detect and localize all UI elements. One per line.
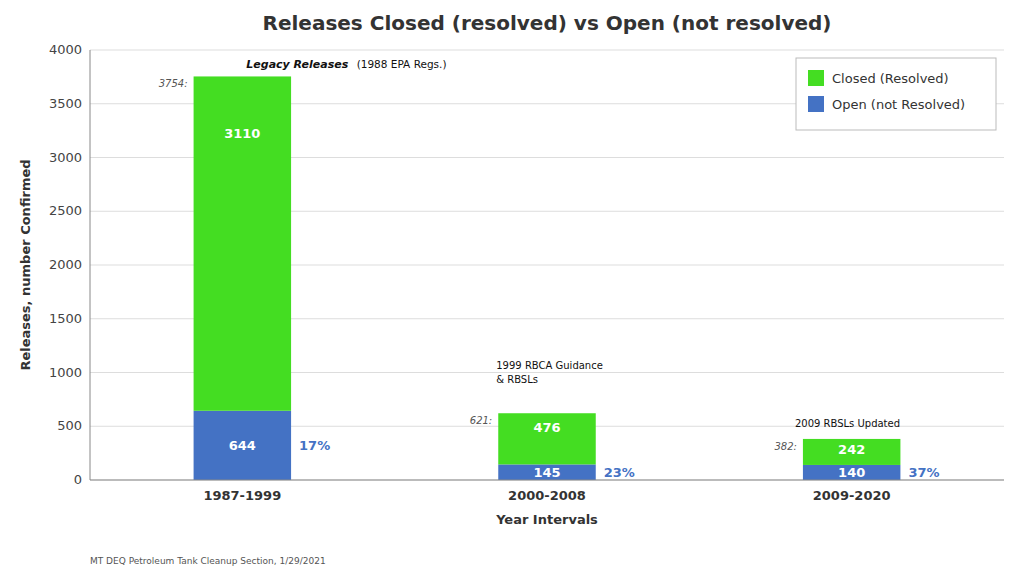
y-tick-label: 1000 [49, 365, 82, 380]
data-label: 145 [533, 465, 560, 480]
y-tick-label: 0 [74, 472, 82, 487]
background [0, 0, 1024, 576]
legend-entry: Closed (Resolved) [832, 71, 949, 86]
x-axis-title: Year Intervals [495, 512, 598, 527]
annotation-line: & RBSLs [496, 374, 538, 385]
legend-swatch [808, 70, 824, 86]
title: Releases Closed (resolved) vs Open (not … [263, 11, 832, 35]
legend-box [796, 58, 996, 130]
labels: 644 17% 145 23% 140 37% 3110 476 242 3754: 621: 382… [159, 78, 940, 480]
bar-segment [803, 439, 900, 465]
chart: Releases Closed (resolved) vs Open (not … [0, 0, 1024, 576]
y-tick-label: 3500 [49, 96, 82, 111]
data-label: 242 [838, 442, 865, 457]
annotation: (1988 EPA Regs.) [357, 58, 447, 70]
x-tick-label: 2009-2020 [813, 488, 891, 503]
total-label: 382: [774, 441, 796, 452]
y-tick-label: 2500 [49, 203, 82, 218]
grid [90, 50, 1004, 480]
legend-swatch [808, 96, 824, 112]
bar-segment [194, 411, 291, 480]
bar-segment [498, 413, 595, 464]
data-label: 3110 [224, 126, 260, 141]
percent-label: 37% [908, 465, 939, 480]
grid-line [90, 480, 1004, 481]
x-tick-label: 2000-2008 [508, 488, 586, 503]
total-label: 621: [470, 415, 492, 426]
percent-label: 17% [299, 438, 330, 453]
x-tick-label: 1987-1999 [203, 488, 281, 503]
grid-line [90, 50, 1004, 51]
annotation: 1999 RBCA Guidance & RBSLs [496, 360, 603, 385]
percent-label: 23% [604, 465, 635, 480]
bars [194, 76, 901, 480]
x-axis-line [90, 480, 1004, 481]
legend-entry: Open (not Resolved) [832, 97, 965, 112]
annotation: 2009 RBSLs Updated [795, 418, 900, 429]
legend: Closed (Resolved) Open (not Resolved) [796, 58, 996, 130]
bar-segment [194, 76, 291, 410]
y-tick-label: 1500 [49, 311, 82, 326]
annotation-line: 1999 RBCA Guidance [496, 360, 603, 371]
y-tick-label: 3000 [49, 150, 82, 165]
annotation: Legacy Releases [246, 58, 348, 71]
footer: MT DEQ Petroleum Tank Cleanup Section, 1… [90, 556, 326, 566]
bar-segment [803, 465, 900, 480]
data-label: 140 [838, 465, 865, 480]
y-tick-label: 2000 [49, 257, 82, 272]
y-tick-label: 500 [57, 418, 82, 433]
y-axis-title: Releases, number Confirmed [18, 159, 33, 370]
y-axis-line [90, 50, 91, 480]
y-tick-label: 4000 [49, 42, 82, 57]
data-label: 644 [229, 438, 256, 453]
data-label: 476 [533, 420, 560, 435]
total-label: 3754: [159, 78, 188, 89]
bar-segment [498, 464, 595, 480]
